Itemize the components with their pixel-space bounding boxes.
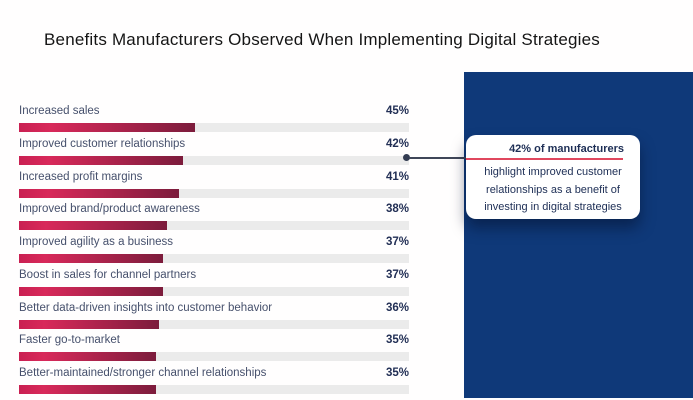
bar-track [19, 123, 409, 132]
bar-row-header: Better-maintained/stronger channel relat… [19, 365, 409, 383]
bar-track [19, 155, 409, 165]
bar-row: Boost in sales for channel partners 37% [19, 267, 409, 300]
bar-track [19, 319, 409, 329]
bar-label: Faster go-to-market [19, 334, 120, 347]
bar-value: 38% [385, 203, 409, 216]
bar-value: 45% [385, 105, 409, 117]
bar-value: 35% [385, 367, 409, 379]
bar-fill [19, 286, 164, 296]
bar-fill [19, 319, 160, 329]
bar-row: Better-maintained/stronger channel relat… [19, 365, 409, 398]
callout-anchor-dot [403, 154, 410, 161]
right-panel [464, 72, 693, 398]
bar-fill [19, 385, 156, 394]
bar-fill [19, 254, 164, 263]
bar-fill [19, 221, 168, 231]
bar-value: 42% [385, 137, 409, 150]
callout-card: 42% of manufacturers highlight improved … [466, 135, 640, 219]
bar-row: Improved brand/product awareness 38% [19, 201, 409, 234]
bar-track [19, 221, 409, 231]
callout-heading: 42% of manufacturers [509, 143, 624, 155]
bar-row: Increased sales 45% [19, 103, 409, 136]
bar-value: 35% [385, 334, 409, 347]
bar-row-header: Increased sales 45% [19, 103, 409, 121]
bar-value: 36% [385, 301, 409, 314]
callout-connector-line [409, 157, 467, 159]
bar-row-header: Boost in sales for channel partners 37% [19, 267, 409, 285]
bar-label: Increased sales [19, 105, 100, 117]
bar-label: Improved agility as a business [19, 236, 174, 248]
callout-body: highlight improved customer relationship… [484, 166, 622, 213]
bar-row-header: Better data-driven insights into custome… [19, 300, 409, 318]
bar-track [19, 385, 409, 394]
bar-row: Better data-driven insights into custome… [19, 300, 409, 333]
bar-label: Increased profit margins [19, 170, 143, 183]
bar-row-header: Increased profit margins 41% [19, 169, 409, 187]
bar-chart: Increased sales 45% Improved customer rela… [19, 103, 409, 398]
bar-fill [19, 155, 183, 165]
bar-label: Boost in sales for channel partners [19, 268, 197, 281]
bar-track [19, 286, 409, 296]
bar-value: 37% [385, 268, 409, 281]
bar-value: 37% [385, 236, 409, 248]
callout-divider [466, 158, 623, 160]
bar-fill [19, 188, 179, 198]
bar-row-header: Improved agility as a business 37% [19, 234, 409, 252]
bar-row: Improved customer relationships 42% [19, 136, 409, 169]
bar-fill [19, 123, 195, 132]
bar-row: Faster go-to-market 35% [19, 332, 409, 365]
bar-track [19, 254, 409, 263]
bar-label: Better-maintained/stronger channel relat… [19, 367, 267, 379]
bar-row-header: Improved brand/product awareness 38% [19, 201, 409, 219]
bar-row: Improved agility as a business 37% [19, 234, 409, 267]
bar-label: Better data-driven insights into custome… [19, 301, 273, 314]
bar-label: Improved brand/product awareness [19, 203, 200, 216]
bar-row-header: Improved customer relationships 42% [19, 136, 409, 154]
bar-track [19, 352, 409, 362]
bar-row: Increased profit margins 41% [19, 169, 409, 202]
bar-row-header: Faster go-to-market 35% [19, 332, 409, 350]
bar-fill [19, 352, 156, 362]
bar-label: Improved customer relationships [19, 137, 186, 150]
bar-value: 41% [385, 170, 409, 183]
chart-title: Benefits Manufacturers Observed When Imp… [44, 30, 600, 49]
bar-track [19, 188, 409, 198]
